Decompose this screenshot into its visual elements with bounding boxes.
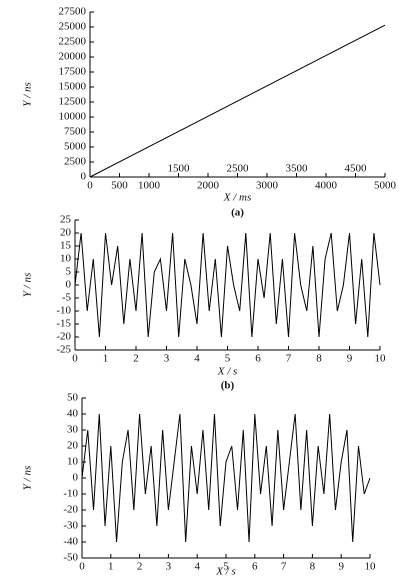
y-tick-label: 2500 bbox=[64, 156, 87, 168]
x-tick-label: 1 bbox=[103, 353, 109, 365]
x-tick-label: 4000 bbox=[315, 180, 338, 192]
x-tick-label: 8 bbox=[310, 561, 316, 573]
y-tick-label: -30 bbox=[63, 520, 78, 532]
x-tick-label: 2500 bbox=[227, 163, 250, 175]
y-tick-label: 0 bbox=[81, 171, 87, 183]
y-tick-label: 10 bbox=[67, 456, 79, 468]
x-axis-label: X / ms bbox=[223, 192, 252, 204]
y-tick-label: -20 bbox=[56, 331, 71, 343]
x-axis-label: X / s bbox=[217, 366, 238, 378]
y-tick-label: 20 bbox=[60, 227, 72, 239]
y-tick-label: 20000 bbox=[59, 51, 87, 63]
x-tick-label: 3000 bbox=[256, 180, 279, 192]
y-tick-label: 50 bbox=[67, 392, 79, 404]
y-tick-label: 25000 bbox=[59, 21, 87, 33]
caption: (b) bbox=[221, 380, 235, 392]
x-tick-label: 1 bbox=[108, 561, 114, 573]
x-tick-label: 1000 bbox=[138, 180, 161, 192]
x-tick-label: 6 bbox=[252, 561, 258, 573]
y-tick-label: 12500 bbox=[59, 96, 87, 108]
y-tick-label: 40 bbox=[67, 408, 79, 420]
x-tick-label: 2 bbox=[133, 353, 139, 365]
caption: (a) bbox=[231, 207, 244, 219]
x-tick-label: 8 bbox=[316, 353, 322, 365]
y-tick-label: -50 bbox=[63, 552, 78, 564]
y-tick-label: -10 bbox=[63, 488, 78, 500]
y-tick-label: 10000 bbox=[59, 111, 87, 123]
x-tick-label: 0 bbox=[79, 561, 85, 573]
data-line bbox=[89, 24, 386, 178]
x-tick-label: 4 bbox=[194, 353, 200, 365]
x-tick-label: 7 bbox=[281, 561, 287, 573]
y-tick-label: 0 bbox=[73, 472, 79, 484]
y-tick-label: -15 bbox=[56, 318, 71, 330]
y-tick-label: 17500 bbox=[59, 66, 87, 78]
x-tick-label: 9 bbox=[347, 353, 353, 365]
data-line bbox=[81, 413, 371, 543]
data-line bbox=[74, 232, 381, 338]
x-tick-label: 2 bbox=[137, 561, 143, 573]
x-axis-label: X / s bbox=[215, 566, 236, 577]
y-tick-label: -5 bbox=[62, 292, 72, 304]
x-tick-label: 4 bbox=[194, 561, 200, 573]
x-tick-label: 10 bbox=[365, 561, 377, 573]
y-tick-label: 30 bbox=[67, 424, 79, 436]
x-tick-label: 10 bbox=[375, 353, 387, 365]
y-tick-label: 20 bbox=[67, 440, 79, 452]
x-tick-label: 7 bbox=[286, 353, 292, 365]
y-tick-label: -25 bbox=[56, 344, 71, 356]
y-tick-label: 15 bbox=[60, 240, 72, 252]
y-tick-label: -10 bbox=[56, 305, 71, 317]
y-tick-label: 25 bbox=[60, 214, 72, 226]
y-tick-label: 27500 bbox=[59, 6, 87, 18]
x-tick-label: 6 bbox=[255, 353, 261, 365]
x-tick-label: 3 bbox=[166, 561, 172, 573]
x-tick-label: 1500 bbox=[168, 163, 191, 175]
x-tick-label: 500 bbox=[111, 180, 128, 192]
y-axis-label: Y / ns bbox=[22, 273, 34, 297]
y-tick-label: 15000 bbox=[59, 81, 87, 93]
x-tick-label: 5 bbox=[223, 561, 229, 573]
y-axis-label: Y / ns bbox=[22, 82, 34, 106]
x-tick-label: 5000 bbox=[374, 180, 397, 192]
y-axis-label: Y / ns bbox=[22, 466, 34, 490]
y-tick-label: 0 bbox=[66, 279, 72, 291]
x-tick-label: 0 bbox=[72, 353, 78, 365]
y-tick-label: 5000 bbox=[64, 141, 87, 153]
x-tick-label: 9 bbox=[338, 561, 344, 573]
y-tick-label: 10 bbox=[60, 253, 72, 265]
y-tick-label: 7500 bbox=[64, 126, 87, 138]
x-tick-label: 3500 bbox=[286, 163, 309, 175]
x-tick-label: 5 bbox=[225, 353, 231, 365]
x-tick-label: 2000 bbox=[197, 180, 220, 192]
y-tick-label: 22500 bbox=[59, 36, 87, 48]
x-tick-label: 4500 bbox=[345, 163, 368, 175]
y-tick-label: -20 bbox=[63, 504, 78, 516]
y-tick-label: -40 bbox=[63, 536, 78, 548]
y-tick-label: 5 bbox=[66, 266, 72, 278]
x-tick-label: 0 bbox=[87, 180, 93, 192]
x-tick-label: 3 bbox=[164, 353, 170, 365]
